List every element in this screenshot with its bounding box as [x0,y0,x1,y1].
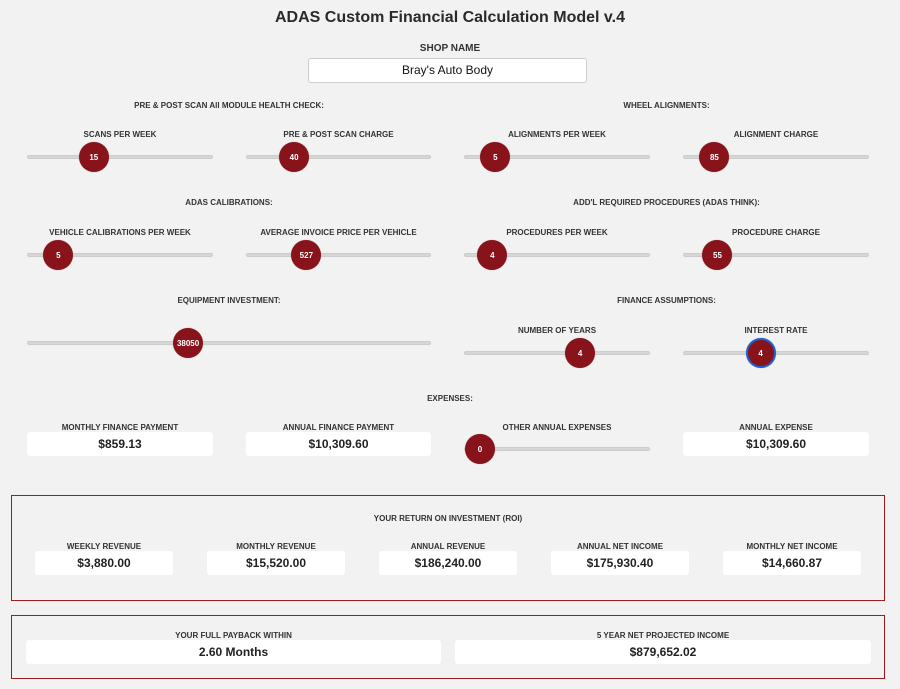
roi-item-value: $175,930.40 [551,551,689,575]
scans-slider-thumb[interactable]: 15 [78,142,109,172]
adas-section-header: ADAS CALIBRATIONS: [185,198,273,207]
roi-item-value: $3,880.00 [35,551,173,575]
rate-slider[interactable]: 4 [683,338,869,368]
other-expenses-slider-thumb[interactable]: 0 [465,434,495,464]
shop-name-label: SHOP NAME [419,43,481,54]
roi-item-label: MONTHLY NET INCOME [746,542,838,551]
alignments-slider[interactable]: 5 [464,142,650,172]
alignments-slider-thumb[interactable]: 5 [480,142,511,172]
procedures-slider[interactable]: 4 [464,240,650,270]
rate-slider-thumb[interactable]: 4 [745,338,776,368]
projected-income-value: $879,652.02 [455,640,871,664]
roi-item-label: ANNUAL REVENUE [410,542,486,551]
procedures-label: PROCEDURES PER WEEK [506,228,608,237]
roi-title: YOUR RETURN ON INVESTMENT (ROI) [373,514,523,523]
roi-item-label: WEEKLY REVENUE [66,542,142,551]
scan-section-header: PRE & POST SCAN All MODULE HEALTH CHECK: [134,101,324,110]
monthly-finance-payment-label: MONTHLY FINANCE PAYMENT [61,423,179,432]
monthly-finance-payment-value: $859.13 [27,432,213,456]
wheel-section-header: WHEEL ALIGNMENTS: [623,101,710,110]
scan-charge-slider-thumb[interactable]: 40 [279,142,310,172]
other-expenses-label: OTHER ANNUAL EXPENSES [502,423,612,432]
invoice-slider[interactable]: 527 [246,240,431,270]
annual-finance-payment-value: $10,309.60 [246,432,431,456]
roi-item-label: MONTHLY REVENUE [236,542,316,551]
other-expenses-slider[interactable]: 0 [464,434,650,464]
equipment-slider-thumb[interactable]: 38050 [173,328,204,358]
calibrations-slider-thumb[interactable]: 5 [43,240,74,270]
finance-section-header: FINANCE ASSUMPTIONS: [617,296,716,305]
procedure-charge-label: PROCEDURE CHARGE [731,228,820,237]
expenses-section-header: EXPENSES: [427,394,473,403]
scans-label: SCANS PER WEEK [83,130,157,139]
payback-label: YOUR FULL PAYBACK WITHIN [175,631,292,640]
alignment-charge-slider[interactable]: 85 [683,142,869,172]
alignments-label: ALIGNMENTS PER WEEK [508,130,606,139]
roi-item-value: $186,240.00 [379,551,517,575]
procedure-charge-slider-thumb[interactable]: 55 [702,240,733,270]
procedures-section-header: ADD'L REQUIRED PROCEDURES (ADAS THINK): [573,198,760,207]
procedure-charge-slider[interactable]: 55 [683,240,869,270]
rate-label: INTEREST RATE [744,326,808,335]
payback-panel: YOUR FULL PAYBACK WITHIN 2.60 Months 5 Y… [11,615,885,679]
annual-expense-value: $10,309.60 [683,432,869,456]
equipment-section-header: EQUIPMENT INVESTMENT: [177,296,281,305]
invoice-slider-thumb[interactable]: 527 [291,240,322,270]
years-label: NUMBER OF YEARS [517,326,597,335]
alignment-charge-slider-thumb[interactable]: 85 [699,142,730,172]
invoice-label: AVERAGE INVOICE PRICE PER VEHICLE [260,228,417,237]
scans-slider[interactable]: 15 [27,142,213,172]
alignment-charge-label: ALIGNMENT CHARGE [733,130,819,139]
years-slider-thumb[interactable]: 4 [565,338,596,368]
roi-item-value: $14,660.87 [723,551,861,575]
payback-value: 2.60 Months [26,640,441,664]
scan-charge-label: PRE & POST SCAN CHARGE [283,130,394,139]
projected-income-label: 5 YEAR NET PROJECTED INCOME [596,631,730,640]
equipment-slider[interactable]: 38050 [27,328,431,358]
annual-expense-label: ANNUAL EXPENSE [739,423,813,432]
roi-item-value: $15,520.00 [207,551,345,575]
years-slider[interactable]: 4 [464,338,650,368]
procedures-slider-thumb[interactable]: 4 [477,240,508,270]
page-title: ADAS Custom Financial Calculation Model … [275,9,625,26]
scan-charge-slider[interactable]: 40 [246,142,431,172]
calibrations-slider[interactable]: 5 [27,240,213,270]
roi-panel: YOUR RETURN ON INVESTMENT (ROI) WEEKLY R… [11,495,885,601]
roi-item-label: ANNUAL NET INCOME [576,542,664,551]
annual-finance-payment-label: ANNUAL FINANCE PAYMENT [282,423,395,432]
shop-name-input[interactable]: Bray's Auto Body [308,58,587,83]
calibrations-label: VEHICLE CALIBRATIONS PER WEEK [49,228,191,237]
